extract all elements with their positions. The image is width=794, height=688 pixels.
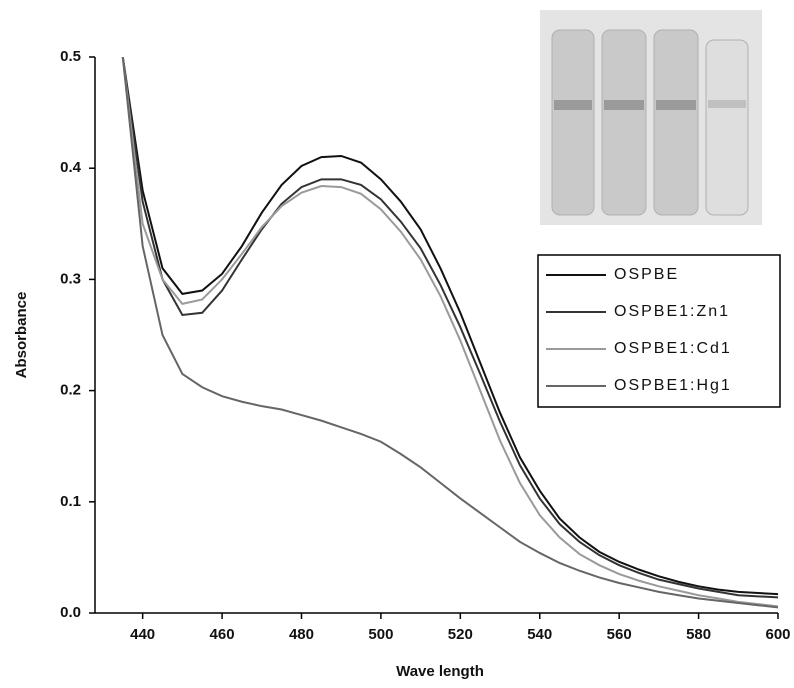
x-axis-label: Wave length [396,663,484,680]
legend-box [537,254,781,408]
legend-label: OSPBE1:Zn1 [614,303,730,320]
legend-label: OSPBE1:Hg1 [614,377,732,394]
line-series [121,57,778,609]
legend-label: OSPBE1:Cd1 [614,340,732,357]
x-tick-label: 600 [765,626,790,643]
y-axis-label: Absorbance [13,292,30,379]
inset-photo [540,10,762,225]
y-tick-label: 0.2 [60,382,81,399]
x-tick-label: 480 [289,626,314,643]
y-tick-label: 0.5 [60,48,81,65]
x-tick-label: 560 [607,626,632,643]
y-tick-label: 0.4 [60,159,82,176]
y-tick-label: 0.1 [60,493,81,510]
line-series [121,57,778,599]
line-series [121,57,778,596]
legend-label: OSPBE [614,266,679,283]
x-tick-label: 440 [130,626,155,643]
y-tick-label: 0.0 [60,604,81,621]
x-tick-label: 460 [210,626,235,643]
line-series [121,57,778,608]
x-tick-label: 540 [527,626,552,643]
x-tick-label: 580 [686,626,711,643]
x-tick-label: 520 [448,626,473,643]
x-tick-label: 500 [368,626,393,643]
y-tick-label: 0.3 [60,270,81,287]
